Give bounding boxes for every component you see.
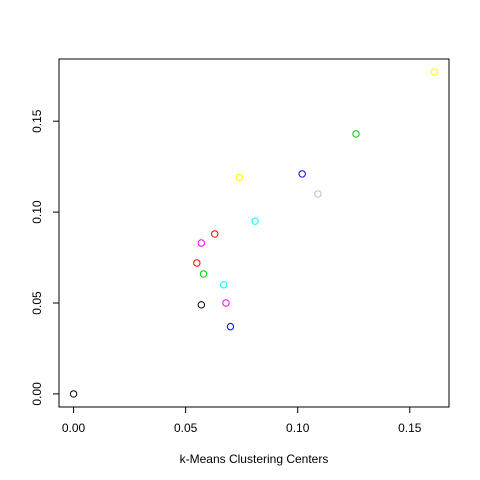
data-point <box>197 239 206 247</box>
data-point <box>222 299 230 307</box>
data-point <box>199 270 208 278</box>
y-tick-label: 0.05 <box>30 291 44 315</box>
x-tick-label: 0.00 <box>62 421 86 435</box>
data-point <box>69 390 78 398</box>
x-tick-label: 0.05 <box>174 421 198 435</box>
data-point <box>197 301 206 309</box>
x-tick-label: 0.10 <box>286 421 310 435</box>
data-point <box>211 230 219 238</box>
data-point <box>193 259 201 267</box>
y-tick-label: 0.00 <box>30 382 44 406</box>
x-axis: 0.00 0.05 0.10 0.15 <box>62 406 422 435</box>
data-point <box>220 281 228 289</box>
plot-frame <box>58 58 450 408</box>
x-tick-label: 0.15 <box>398 421 422 435</box>
x-axis-label: k-Means Clustering Centers <box>180 452 329 466</box>
data-point <box>251 217 259 225</box>
data-point <box>430 68 439 76</box>
y-tick-label: 0.10 <box>30 200 44 224</box>
data-point <box>298 170 306 178</box>
data-point <box>352 130 360 138</box>
data-points <box>69 68 439 398</box>
data-point <box>314 190 322 198</box>
y-axis: 0.00 0.05 0.10 0.15 <box>30 109 60 406</box>
data-point <box>226 322 235 331</box>
data-point <box>235 173 244 182</box>
y-tick-label: 0.15 <box>30 109 44 133</box>
